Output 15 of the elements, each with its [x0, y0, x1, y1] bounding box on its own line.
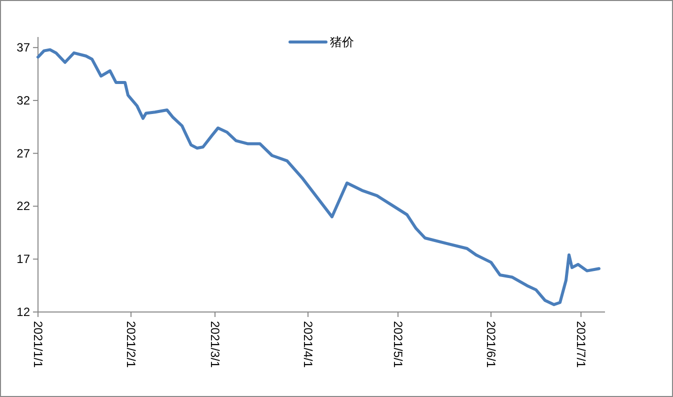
x-tick-label: 2021/2/1 — [124, 321, 138, 368]
y-tick-label: 27 — [16, 146, 30, 160]
y-tick-label: 12 — [16, 305, 30, 319]
y-tick-label: 37 — [16, 40, 30, 55]
x-tick-label: 2021/1/1 — [31, 321, 45, 368]
x-tick-label: 2021/5/1 — [391, 321, 405, 368]
x-tick-label: 2021/4/1 — [301, 321, 315, 368]
y-tick-label: 32 — [16, 93, 30, 108]
y-tick-label: 22 — [16, 199, 30, 214]
y-tick-label: 17 — [16, 252, 30, 266]
x-tick-label: 2021/6/1 — [484, 321, 498, 368]
legend-label: 猪价 — [330, 35, 354, 49]
line-series — [36, 48, 600, 306]
x-tick-label: 2021/3/1 — [208, 321, 222, 368]
x-tick-label: 2021/7/1 — [574, 321, 588, 368]
